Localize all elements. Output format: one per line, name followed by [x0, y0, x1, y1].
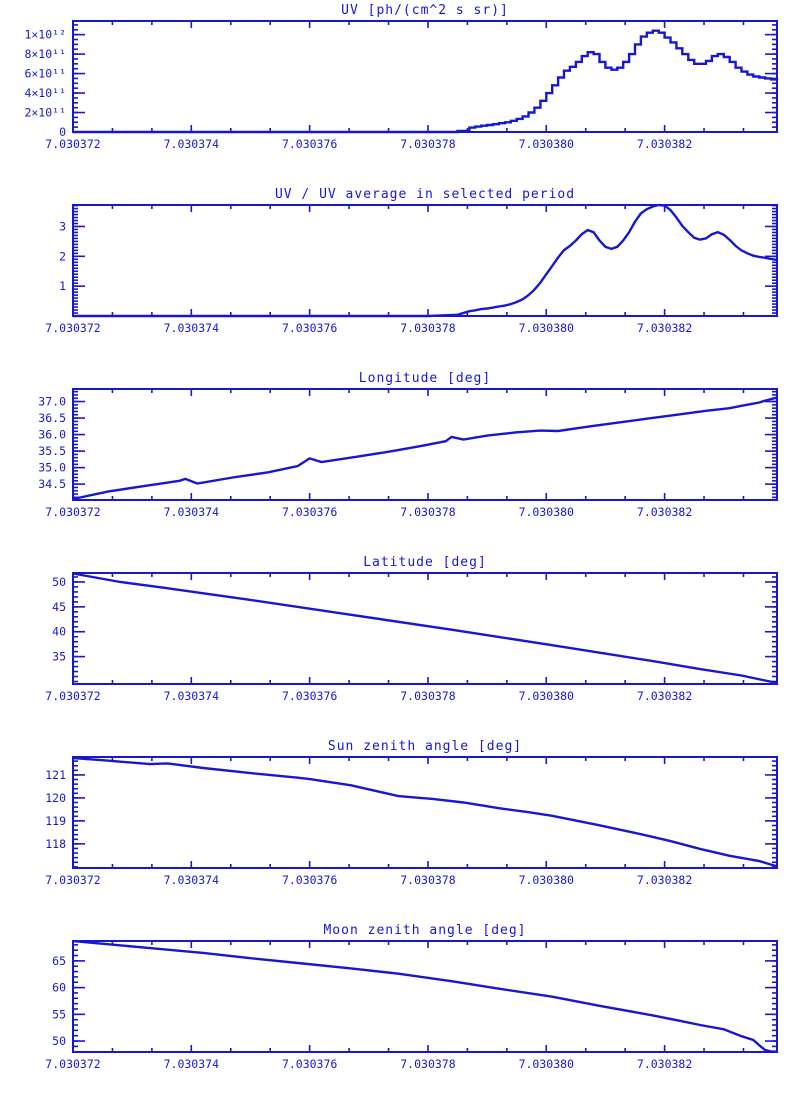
- y-axis-tick-label: 3: [59, 219, 66, 233]
- x-axis-tick-label: 7.030382: [637, 873, 692, 887]
- x-axis-tick-label: 7.030372: [45, 1057, 100, 1071]
- plot-frame: [72, 572, 778, 685]
- y-axis-tick-label: 65: [52, 954, 66, 968]
- chart-title-sun-zenith: Sun zenith angle [deg]: [327, 739, 523, 754]
- data-series-line: [72, 939, 778, 1053]
- x-axis-tick-label: 7.030376: [282, 1057, 337, 1071]
- x-axis-tick-label: 7.030376: [282, 873, 337, 887]
- y-axis-tick-label: 50: [52, 1034, 66, 1048]
- y-axis-tick-label: 1×10¹²: [24, 28, 66, 42]
- y-axis-tick-label: 40: [52, 625, 66, 639]
- chart-canvas-uv: 0 2×10¹¹ 4×10¹¹ 6×10¹¹ 8×10¹¹ 1×10¹² 7.030372 7…: [24, 20, 779, 151]
- axis-ticks: [72, 757, 777, 868]
- x-axis-tick-label: 7.030374: [164, 505, 219, 519]
- y-axis-tick-label: 6×10¹¹: [24, 67, 66, 81]
- chart-canvas-longitude: 34.5 35.0 35.5 36.0 36.5 37.0 7.030372 7.030374…: [38, 388, 778, 519]
- x-axis-tick-label: 7.030380: [519, 689, 574, 703]
- x-axis-tick-label: 7.030372: [45, 321, 100, 335]
- x-axis-tick-label: 7.030372: [45, 689, 100, 703]
- chart-title-moon-zenith: Moon zenith angle [deg]: [323, 923, 527, 938]
- chart-panel-latitude: Latitude [deg] 35 40 45 50 7.030372 7.030374 7…: [0, 552, 800, 736]
- x-axis-tick-label: 7.030382: [637, 1057, 692, 1071]
- x-axis-tick-label: 7.030380: [519, 505, 574, 519]
- x-axis-tick-label: 7.030378: [400, 689, 455, 703]
- chart-panel-uv-ratio: UV / UV average in selected period 1 2 3 7.…: [0, 184, 800, 368]
- y-axis-tick-label: 36.5: [38, 411, 66, 425]
- axis-ticks: [72, 941, 777, 1053]
- y-axis-tick-label: 34.5: [38, 477, 66, 491]
- x-axis-tick-label: 7.030376: [282, 689, 337, 703]
- chart-canvas-uv-ratio: 1 2 3 7.030372 7.030374 7.030376 7.030378 7.030…: [45, 203, 778, 335]
- data-series-line: [73, 29, 779, 134]
- x-axis-tick-label: 7.030378: [400, 321, 455, 335]
- x-axis-tick-label: 7.030382: [637, 321, 692, 335]
- x-axis-tick-label: 7.030374: [164, 1057, 219, 1071]
- chart-canvas-latitude: 35 40 45 50 7.030372 7.030374 7.030376 7.030378…: [45, 572, 778, 703]
- x-axis-tick-label: 7.030372: [45, 137, 100, 151]
- x-axis-tick-label: 7.030374: [164, 873, 219, 887]
- y-axis-tick-label: 1: [59, 279, 66, 293]
- chart-title-longitude: Longitude [deg]: [358, 371, 492, 386]
- plot-frame: [72, 940, 778, 1053]
- x-axis-tick-label: 7.030382: [637, 689, 692, 703]
- x-axis-tick-label: 7.030378: [400, 873, 455, 887]
- x-axis-tick-label: 7.030380: [519, 1057, 574, 1071]
- plot-frame: [72, 388, 778, 501]
- x-axis-tick-label: 7.030372: [45, 873, 100, 887]
- chart-panel-longitude: Longitude [deg] 34.5 35.0 35.5 36.0 36.5 37.0…: [0, 368, 800, 552]
- y-axis-tick-label: 2×10¹¹: [24, 106, 66, 120]
- x-axis-tick-label: 7.030378: [400, 505, 455, 519]
- data-series-line: [72, 756, 778, 868]
- chart-panel-uv: UV [ph/(cm^2 s sr)] 0 2×10¹¹ 4×10¹¹ 6×10¹¹ 8…: [0, 0, 800, 184]
- data-series-line: [72, 396, 778, 501]
- y-axis-tick-label: 45: [52, 600, 66, 614]
- x-axis-tick-label: 7.030376: [282, 137, 337, 151]
- y-axis-tick-label: 4×10¹¹: [24, 86, 66, 100]
- chart-panel-sun-zenith: Sun zenith angle [deg] 118 119 120 121 7.030…: [0, 736, 800, 920]
- plot-frame: [72, 204, 778, 317]
- y-axis-tick-label: 0: [59, 125, 66, 139]
- axis-ticks: [72, 204, 777, 317]
- y-axis-tick-label: 35.5: [38, 444, 66, 458]
- y-axis-tick-label: 121: [45, 768, 66, 782]
- y-axis-tick-label: 60: [52, 981, 66, 995]
- x-axis-tick-label: 7.030380: [519, 873, 574, 887]
- y-axis-tick-label: 118: [45, 837, 66, 851]
- x-axis-tick-label: 7.030378: [400, 137, 455, 151]
- data-series-line: [73, 203, 778, 318]
- y-axis-tick-label: 119: [45, 814, 66, 828]
- y-axis-tick-label: 120: [45, 791, 66, 805]
- x-axis-tick-label: 7.030374: [164, 137, 219, 151]
- y-axis-tick-label: 8×10¹¹: [24, 47, 66, 61]
- chart-title-uv: UV [ph/(cm^2 s sr)]: [341, 3, 509, 18]
- y-axis-tick-label: 50: [52, 575, 66, 589]
- y-axis-tick-label: 37.0: [38, 395, 66, 409]
- y-axis-tick-label: 55: [52, 1007, 66, 1021]
- x-axis-tick-label: 7.030374: [164, 321, 219, 335]
- x-axis-tick-label: 7.030372: [45, 505, 100, 519]
- y-axis-tick-label: 2: [59, 249, 66, 263]
- chart-title-latitude: Latitude [deg]: [363, 555, 487, 570]
- y-axis-tick-label: 35.0: [38, 461, 66, 475]
- plot-frame: [72, 756, 778, 869]
- x-axis-tick-label: 7.030380: [519, 137, 574, 151]
- chart-canvas-moon-zenith: 50 55 60 65 7.030372 7.030374 7.030376 7.030378…: [45, 939, 778, 1071]
- chart-title-uv-ratio: UV / UV average in selected period: [274, 187, 576, 202]
- chart-canvas-sun-zenith: 118 119 120 121 7.030372 7.030374 7.030376 7.03…: [45, 756, 778, 887]
- data-series-line: [72, 572, 778, 685]
- x-axis-tick-label: 7.030376: [282, 321, 337, 335]
- y-axis-tick-label: 36.0: [38, 428, 66, 442]
- x-axis-tick-label: 7.030374: [164, 689, 219, 703]
- y-axis-tick-label: 35: [52, 650, 66, 664]
- x-axis-tick-label: 7.030378: [400, 1057, 455, 1071]
- chart-panel-moon-zenith: Moon zenith angle [deg] 50 55 60 65 7.030372…: [0, 920, 800, 1104]
- x-axis-tick-label: 7.030376: [282, 505, 337, 519]
- x-axis-tick-label: 7.030382: [637, 505, 692, 519]
- x-axis-tick-label: 7.030382: [637, 137, 692, 151]
- x-axis-tick-label: 7.030380: [519, 321, 574, 335]
